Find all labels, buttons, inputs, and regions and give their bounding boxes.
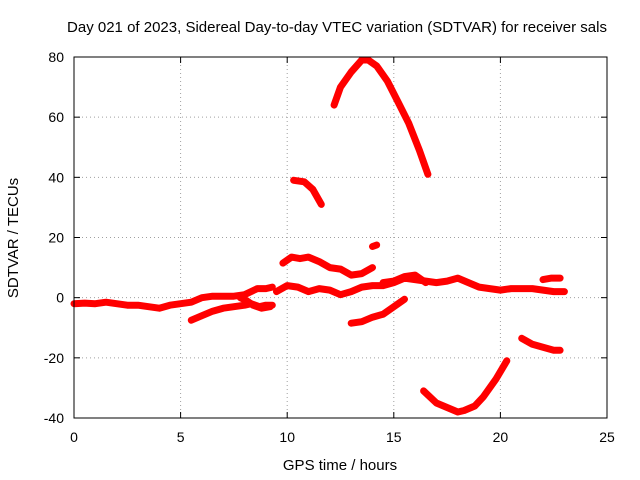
- series-arc-13: [539, 274, 564, 284]
- series-arc-12: [518, 334, 564, 354]
- series-arc-8: [369, 241, 381, 250]
- series-layer: [70, 56, 568, 416]
- series-arc-5: [279, 253, 376, 279]
- series-arc-3: [236, 294, 274, 312]
- plot-frame: [73, 56, 608, 419]
- y-tick-label: -40: [44, 410, 64, 426]
- x-tick-label: 25: [599, 429, 615, 445]
- series-arc-10: [379, 271, 430, 287]
- x-tick-label: 10: [279, 429, 295, 445]
- series-arc-7: [330, 56, 432, 178]
- series-arc-11: [420, 357, 511, 416]
- y-tick-label: 60: [48, 109, 64, 125]
- x-tick-label: 20: [493, 429, 509, 445]
- y-tick-label: -20: [44, 350, 64, 366]
- y-tick-label: 0: [56, 290, 64, 306]
- series-arc-9: [347, 295, 408, 327]
- y-axis-label: SDTVAR / TECUs: [5, 178, 22, 298]
- y-tick-label: 20: [48, 230, 64, 246]
- ticks: 0 5 10 15 20 25 -40 -20 0 20 40 60 80: [44, 49, 615, 445]
- x-axis-label: GPS time / hours: [283, 457, 397, 474]
- chart-title: Day 021 of 2023, Sidereal Day-to-day VTE…: [67, 19, 607, 36]
- x-tick-label: 0: [70, 429, 78, 445]
- y-tick-label: 80: [48, 49, 64, 65]
- y-tick-label: 40: [48, 169, 64, 185]
- series-arc-1: [70, 283, 276, 312]
- series-arc-6: [290, 176, 325, 208]
- x-tick-label: 15: [386, 429, 402, 445]
- x-tick-label: 5: [177, 429, 185, 445]
- grid: [74, 57, 607, 418]
